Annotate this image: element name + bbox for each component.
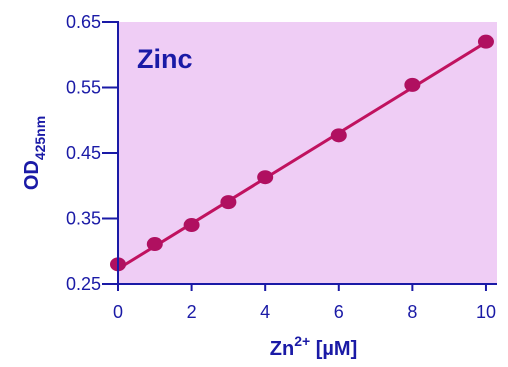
data-point: [146, 237, 163, 252]
x-tick-label: 6: [334, 302, 344, 322]
chart-title: Zinc: [137, 44, 193, 74]
y-tick-label: 0.65: [66, 12, 101, 32]
x-tick-label: 4: [260, 302, 270, 322]
x-axis-title: Zn2+ [µM]: [270, 333, 357, 360]
data-point: [477, 34, 494, 49]
data-point: [183, 218, 200, 233]
x-axis-title-unit: [µM]: [310, 338, 357, 360]
x-axis-title-superscript: 2+: [294, 333, 310, 349]
x-axis-title-base: Zn: [270, 338, 294, 360]
y-axis-title-base: OD: [21, 160, 43, 190]
x-tick-label: 10: [476, 302, 496, 322]
data-point: [330, 128, 347, 143]
y-axis-title-subscript: 425nm: [32, 116, 48, 160]
data-point: [257, 170, 274, 185]
y-tick-label: 0.55: [66, 78, 101, 98]
y-tick-label: 0.35: [66, 209, 101, 229]
data-point: [404, 77, 421, 92]
x-tick-label: 8: [407, 302, 417, 322]
x-tick-label: 0: [113, 302, 123, 322]
y-tick-label: 0.25: [66, 274, 101, 294]
x-tick-label: 2: [187, 302, 197, 322]
y-axis-title: OD425nm: [21, 116, 48, 190]
fit-line: [117, 41, 487, 271]
y-tick-label: 0.45: [66, 143, 101, 163]
data-point: [220, 195, 237, 210]
